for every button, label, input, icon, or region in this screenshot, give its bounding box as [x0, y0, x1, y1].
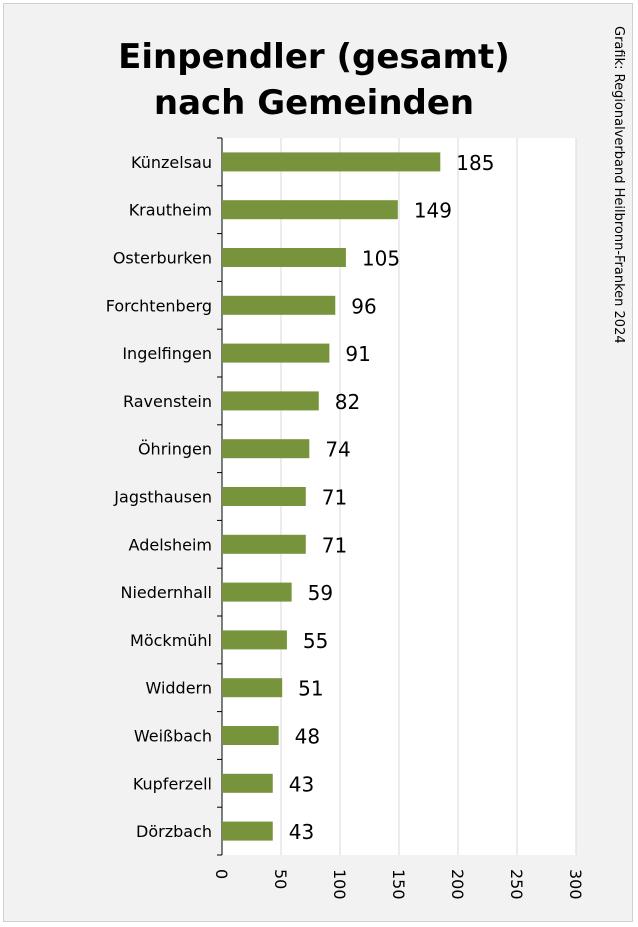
- value-label-1: 149: [414, 199, 452, 223]
- x-tick-label-0: 0: [212, 869, 231, 879]
- category-label-9: Niedernhall: [120, 583, 212, 602]
- value-label-8: 71: [322, 533, 347, 557]
- bar-0: [222, 152, 441, 172]
- value-label-12: 48: [295, 725, 320, 749]
- x-tick-label-1: 50: [271, 869, 290, 889]
- value-label-7: 71: [322, 486, 347, 510]
- value-label-9: 59: [308, 581, 333, 605]
- bar-12: [222, 726, 279, 745]
- value-label-5: 82: [335, 390, 360, 414]
- x-tick-label-3: 150: [389, 869, 408, 900]
- value-label-3: 96: [351, 294, 376, 318]
- category-label-14: Dörzbach: [136, 822, 212, 841]
- bar-6: [222, 439, 310, 459]
- x-tick-label-4: 200: [448, 869, 467, 900]
- category-label-0: Künzelsau: [131, 153, 212, 172]
- bar-8: [222, 534, 306, 554]
- value-label-13: 43: [289, 772, 314, 796]
- category-label-2: Osterburken: [113, 249, 212, 268]
- bar-10: [222, 630, 287, 650]
- category-label-6: Öhringen: [138, 440, 212, 459]
- chart-title-line-1: Einpendler (gesamt): [118, 37, 510, 77]
- category-label-12: Weißbach: [134, 727, 212, 746]
- x-tick-label-6: 300: [566, 869, 585, 900]
- category-label-4: Ingelfingen: [122, 344, 212, 363]
- value-label-4: 91: [345, 342, 370, 366]
- category-label-5: Ravenstein: [123, 392, 212, 411]
- category-label-11: Widdern: [145, 679, 212, 698]
- bar-2: [222, 248, 346, 267]
- chart-title: Einpendler (gesamt) nach Gemeinden: [44, 34, 584, 126]
- bar-3: [222, 295, 336, 315]
- value-label-2: 105: [362, 247, 400, 271]
- x-tick-label-2: 100: [330, 869, 349, 900]
- value-label-14: 43: [289, 820, 314, 844]
- value-label-10: 55: [303, 629, 328, 653]
- bar-11: [222, 678, 283, 698]
- value-label-0: 185: [456, 151, 494, 175]
- bar-13: [222, 773, 273, 793]
- category-label-8: Adelsheim: [129, 535, 212, 554]
- category-label-7: Jagsthausen: [113, 488, 212, 507]
- bar-14: [222, 821, 273, 841]
- value-label-6: 74: [325, 438, 350, 462]
- bar-5: [222, 391, 319, 411]
- value-label-11: 51: [298, 677, 323, 701]
- bar-4: [222, 343, 330, 363]
- bar-7: [222, 487, 306, 506]
- bar-9: [222, 582, 292, 602]
- chart-title-line-2: nach Gemeinden: [153, 83, 475, 123]
- x-tick-label-5: 250: [507, 869, 526, 900]
- category-label-13: Kupferzell: [133, 774, 212, 793]
- category-label-10: Möckmühl: [130, 631, 212, 650]
- category-label-3: Forchtenberg: [106, 296, 212, 315]
- category-label-1: Krautheim: [129, 201, 212, 220]
- bar-1: [222, 200, 398, 220]
